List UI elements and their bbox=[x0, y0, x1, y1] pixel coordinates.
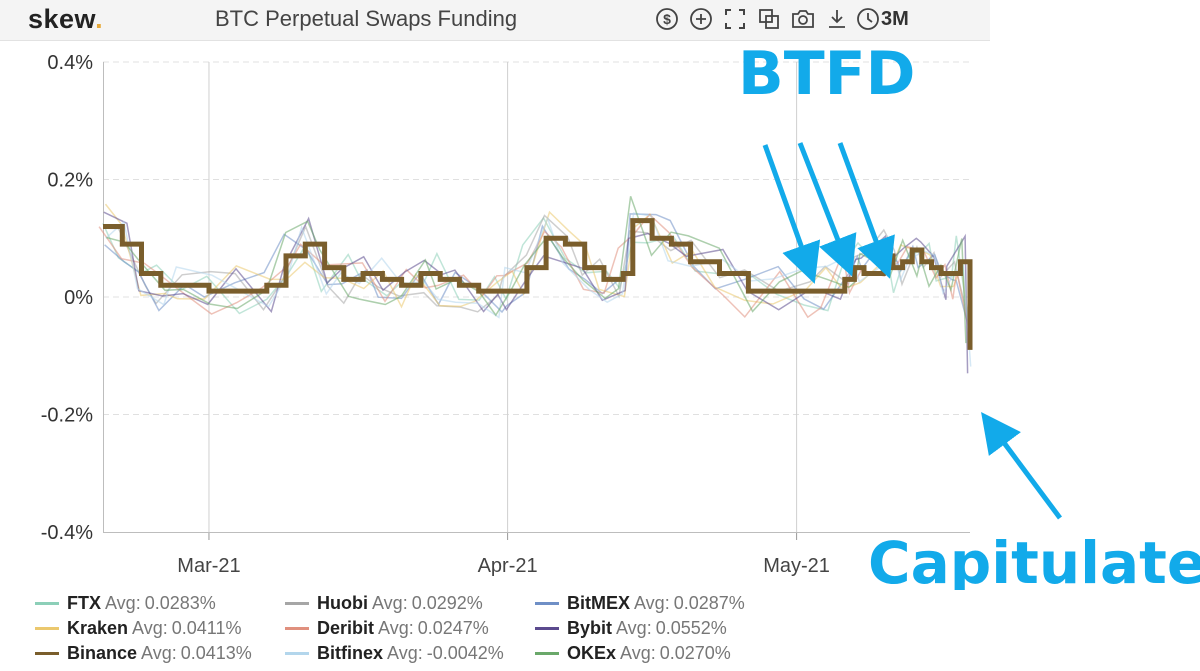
legend-name: Binance bbox=[67, 642, 138, 663]
y-tick-label: 0% bbox=[64, 287, 93, 309]
download-icon bbox=[829, 10, 845, 28]
legend-avg-value: 0.0283% bbox=[144, 592, 216, 613]
x-tick-label: Mar-21 bbox=[177, 555, 240, 577]
legend-name: Bybit bbox=[567, 617, 612, 638]
chart-legend: FTX Avg: 0.0283% Huobi Avg: 0.0292% BitMEX Avg:… bbox=[35, 592, 835, 666]
range-label: 3M bbox=[881, 7, 909, 30]
compare-icon bbox=[759, 9, 779, 29]
legend-name: BitMEX bbox=[567, 592, 630, 613]
legend-swatch bbox=[35, 601, 59, 605]
legend-name: Bitfinex bbox=[317, 642, 384, 663]
y-tick-label: 0.2% bbox=[47, 170, 93, 192]
compare-button[interactable] bbox=[752, 4, 786, 34]
legend-item-bitfinex[interactable]: Bitfinex Avg: -0.0042% bbox=[285, 642, 504, 664]
btfd-arrow-1 bbox=[762, 144, 821, 284]
camera-icon bbox=[792, 10, 814, 28]
legend-avg-value: 0.0411% bbox=[171, 617, 242, 638]
screenshot-button[interactable] bbox=[786, 4, 820, 34]
clock-icon bbox=[857, 8, 879, 30]
series-line-binance bbox=[103, 218, 973, 350]
legend-avg-value: 0.0292% bbox=[411, 592, 483, 613]
fullscreen-button[interactable] bbox=[718, 4, 752, 34]
x-tick-label: Apr-21 bbox=[478, 555, 538, 577]
chart-toolbar: $ bbox=[650, 4, 909, 34]
btfd-label: BTFD bbox=[738, 40, 915, 109]
legend-avg-label: Avg: bbox=[372, 592, 408, 613]
capitulate-annotation: Capitulate bbox=[868, 411, 1200, 590]
plot-bottom-border bbox=[103, 532, 970, 533]
download-button[interactable] bbox=[820, 4, 854, 34]
legend-avg-value: 0.0552% bbox=[655, 617, 727, 638]
legend-swatch bbox=[35, 651, 59, 655]
chart-header: skew. BTC Perpetual Swaps Funding $ bbox=[0, 0, 990, 41]
legend-swatch bbox=[535, 626, 559, 630]
add-icon bbox=[690, 8, 712, 30]
legend-item-ftx[interactable]: FTX Avg: 0.0283% bbox=[35, 592, 216, 614]
btfd-arrow-3 bbox=[837, 142, 895, 279]
plot-left-border bbox=[103, 62, 104, 532]
legend-item-okex[interactable]: OKEx Avg: 0.0270% bbox=[535, 642, 731, 664]
legend-name: OKEx bbox=[567, 642, 617, 663]
skew-logo: skew. bbox=[28, 4, 104, 34]
legend-swatch bbox=[285, 626, 309, 630]
chart-title: BTC Perpetual Swaps Funding bbox=[215, 6, 518, 31]
range-selector[interactable]: 3M bbox=[856, 7, 909, 31]
legend-name: Deribit bbox=[317, 617, 375, 638]
legend-swatch bbox=[535, 651, 559, 655]
legend-item-deribit[interactable]: Deribit Avg: 0.0247% bbox=[285, 617, 489, 639]
y-tick-label: 0.4% bbox=[47, 52, 93, 74]
legend-avg-label: Avg: bbox=[105, 592, 141, 613]
fullscreen-icon bbox=[725, 9, 745, 29]
y-tick-label: -0.2% bbox=[41, 405, 93, 427]
legend-avg-label: Avg: bbox=[132, 617, 168, 638]
legend-avg-value: 0.0270% bbox=[659, 642, 731, 663]
other-exchanges-series bbox=[98, 196, 972, 374]
legend-name: Huobi bbox=[317, 592, 368, 613]
funding-chart: 0.4%0.2%0%-0.2%-0.4% Mar-21 Apr-21 May-21 … bbox=[41, 40, 1200, 590]
capitulate-arrow bbox=[981, 411, 1063, 520]
legend-avg-label: Avg: bbox=[616, 617, 652, 638]
legend-avg-value: 0.0287% bbox=[673, 592, 745, 613]
y-axis: 0.4% 0.2% 0% -0.2% -0.4% bbox=[41, 52, 93, 544]
legend-avg-value: -0.0042% bbox=[426, 642, 504, 663]
legend-item-binance[interactable]: Binance Avg: 0.0413% bbox=[35, 642, 252, 664]
legend-avg-label: Avg: bbox=[387, 642, 423, 663]
legend-avg-value: 0.0413% bbox=[180, 642, 252, 663]
btfd-arrow-2 bbox=[797, 142, 857, 277]
x-axis: Mar-21 Apr-21 May-21 bbox=[177, 532, 830, 577]
legend-avg-label: Avg: bbox=[141, 642, 177, 663]
btfd-annotation: BTFD bbox=[738, 40, 915, 284]
legend-item-huobi[interactable]: Huobi Avg: 0.0292% bbox=[285, 592, 483, 614]
x-tick-label: May-21 bbox=[763, 555, 830, 577]
legend-avg-value: 0.0247% bbox=[417, 617, 489, 638]
grid-lines bbox=[103, 61, 970, 532]
legend-avg-label: Avg: bbox=[634, 592, 670, 613]
legend-swatch bbox=[535, 601, 559, 605]
currency-icon: $ bbox=[656, 8, 678, 30]
currency-button[interactable]: $ bbox=[650, 4, 684, 34]
legend-item-bybit[interactable]: Bybit Avg: 0.0552% bbox=[535, 617, 727, 639]
legend-item-kraken[interactable]: Kraken Avg: 0.0411% bbox=[35, 617, 241, 639]
legend-avg-label: Avg: bbox=[620, 642, 656, 663]
legend-item-bitmex[interactable]: BitMEX Avg: 0.0287% bbox=[535, 592, 745, 614]
add-button[interactable] bbox=[684, 4, 718, 34]
legend-swatch bbox=[35, 626, 59, 630]
legend-name: Kraken bbox=[67, 617, 129, 638]
legend-avg-label: Avg: bbox=[378, 617, 414, 638]
capitulate-label: Capitulate bbox=[868, 529, 1200, 590]
svg-text:$: $ bbox=[663, 11, 671, 27]
legend-swatch bbox=[285, 601, 309, 605]
legend-swatch bbox=[285, 651, 309, 655]
legend-name: FTX bbox=[67, 592, 101, 613]
y-tick-label: -0.4% bbox=[41, 522, 93, 544]
